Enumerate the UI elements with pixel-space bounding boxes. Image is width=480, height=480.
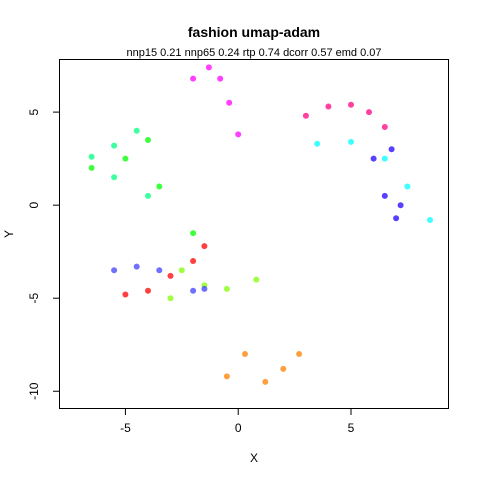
- y-axis-ticks: -10 -5 0 5: [27, 108, 60, 400]
- data-point: [280, 365, 287, 372]
- data-point: [133, 263, 140, 270]
- data-point: [370, 155, 377, 162]
- data-point: [167, 295, 174, 302]
- data-point: [262, 378, 269, 385]
- data-point: [122, 291, 129, 298]
- data-point: [381, 155, 388, 162]
- data-point: [235, 131, 242, 138]
- x-tick-label: 5: [348, 421, 355, 435]
- data-point: [366, 109, 372, 116]
- chart-title: fashion umap-adam: [188, 24, 320, 40]
- data-point: [156, 267, 163, 274]
- data-point: [314, 140, 321, 147]
- data-point: [190, 75, 197, 82]
- data-point: [348, 101, 354, 108]
- data-point: [393, 215, 400, 222]
- data-point: [201, 243, 208, 250]
- points-layer: [88, 64, 433, 385]
- data-point: [133, 127, 140, 134]
- x-axis-label: X: [250, 451, 258, 465]
- data-point: [111, 174, 118, 181]
- data-point: [111, 267, 118, 274]
- data-point: [145, 192, 151, 199]
- data-point: [381, 124, 388, 130]
- data-point: [190, 258, 197, 264]
- data-point: [348, 138, 354, 145]
- y-tick-label: -5: [27, 293, 41, 304]
- data-point: [404, 183, 411, 190]
- data-point: [167, 272, 174, 279]
- data-point: [190, 287, 197, 294]
- x-tick-label: -5: [120, 421, 131, 435]
- y-axis-label: Y: [2, 230, 16, 238]
- data-point: [325, 103, 332, 110]
- data-point: [111, 142, 118, 149]
- data-point: [88, 164, 95, 171]
- data-point: [253, 276, 260, 283]
- x-tick-label: 0: [235, 421, 242, 435]
- data-point: [156, 183, 163, 190]
- data-point: [205, 64, 212, 71]
- data-point: [223, 373, 230, 380]
- data-point: [381, 192, 388, 199]
- data-point: [122, 155, 129, 162]
- x-axis-ticks: -5 0 5: [120, 408, 355, 435]
- data-point: [88, 153, 95, 160]
- data-point: [190, 230, 197, 237]
- y-tick-label: 0: [27, 201, 41, 208]
- data-point: [145, 137, 151, 143]
- data-point: [201, 285, 208, 292]
- data-point: [145, 287, 151, 294]
- data-point: [296, 351, 303, 357]
- data-point: [223, 285, 230, 292]
- data-point: [302, 112, 309, 119]
- data-point: [397, 202, 404, 209]
- plot-frame: [59, 59, 449, 409]
- data-point: [217, 75, 224, 82]
- data-point: [242, 351, 248, 357]
- data-point: [388, 146, 395, 153]
- data-point: [427, 217, 433, 223]
- y-tick-label: -10: [27, 382, 41, 400]
- data-point: [226, 99, 233, 106]
- data-point: [178, 267, 185, 274]
- chart-subtitle: nnp15 0.21 nnp65 0.24 rtp 0.74 dcorr 0.5…: [126, 47, 381, 59]
- y-tick-label: 5: [27, 108, 41, 115]
